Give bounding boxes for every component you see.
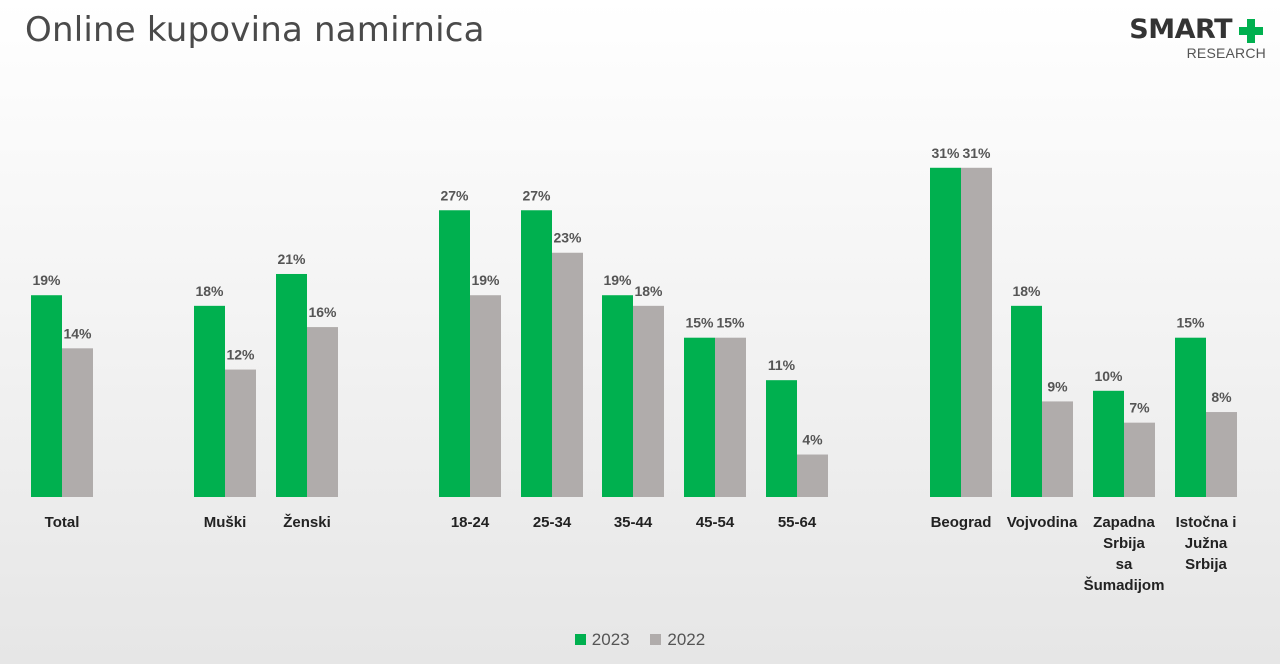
- bar-2022-3: [470, 295, 501, 497]
- bar-2023-3: [439, 210, 470, 497]
- bar-2022-1: [225, 369, 256, 497]
- data-label-2022-9: 9%: [1047, 378, 1068, 394]
- data-label-2023-8: 31%: [931, 145, 960, 161]
- bar-2022-2: [307, 327, 338, 497]
- category-label-10-3: Šumadijom: [1084, 576, 1165, 594]
- category-label-9-0: Vojvodina: [1007, 514, 1078, 531]
- data-label-2022-1: 12%: [226, 347, 255, 363]
- bar-2023-7: [766, 380, 797, 497]
- data-label-2023-11: 15%: [1176, 315, 1205, 331]
- legend-label-2022: 2022: [667, 630, 706, 649]
- data-label-2023-9: 18%: [1012, 283, 1041, 299]
- bar-2022-6: [715, 337, 746, 497]
- bar-2023-6: [684, 337, 715, 497]
- category-label-8-0: Beograd: [931, 514, 992, 531]
- bar-2023-8: [930, 167, 961, 497]
- category-label-10-0: Zapadna: [1093, 514, 1155, 531]
- plus-icon: [1239, 19, 1263, 43]
- bar-2022-10: [1124, 422, 1155, 497]
- legend-swatch-2022: [650, 634, 662, 645]
- data-label-2022-10: 7%: [1129, 400, 1150, 416]
- data-label-2023-5: 19%: [603, 272, 632, 288]
- category-label-10-1: Srbija: [1103, 535, 1145, 552]
- category-label-0-0: Total: [45, 514, 80, 531]
- data-label-2022-8: 31%: [962, 145, 991, 161]
- bar-2022-8: [961, 167, 992, 497]
- bar-2023-5: [602, 295, 633, 497]
- bar-2023-1: [194, 305, 225, 497]
- chart-legend: 2023 2022: [0, 630, 1280, 650]
- data-label-2023-10: 10%: [1094, 368, 1123, 384]
- category-label-11-0: Istočna i: [1176, 514, 1237, 531]
- category-label-2-0: Ženski: [283, 513, 331, 531]
- bar-2022-5: [633, 305, 664, 497]
- bar-2023-11: [1175, 337, 1206, 497]
- smart-research-logo: SMART RESEARCH: [1126, 14, 1266, 64]
- data-label-2023-1: 18%: [195, 283, 224, 299]
- data-label-2023-6: 15%: [685, 315, 714, 331]
- bar-2022-4: [552, 252, 583, 497]
- bar-2023-0: [31, 295, 62, 497]
- logo-subtitle: RESEARCH: [1186, 45, 1266, 61]
- data-label-2022-0: 14%: [63, 325, 92, 341]
- category-label-5-0: 35-44: [614, 514, 653, 531]
- data-label-2022-2: 16%: [308, 304, 337, 320]
- legend-item-2023: 2023: [574, 630, 630, 650]
- bar-2023-2: [276, 273, 307, 497]
- category-label-4-0: 25-34: [533, 514, 572, 531]
- bar-2022-7: [797, 454, 828, 497]
- legend-item-2022: 2022: [650, 630, 705, 650]
- bar-2023-4: [521, 210, 552, 497]
- data-label-2022-4: 23%: [553, 230, 582, 246]
- data-label-2022-5: 18%: [634, 283, 663, 299]
- category-label-6-0: 45-54: [696, 514, 735, 531]
- category-label-11-1: Južna: [1185, 535, 1228, 552]
- data-label-2023-2: 21%: [277, 251, 306, 267]
- page-title: Online kupovina namirnica: [25, 10, 485, 50]
- category-label-10-2: sa: [1116, 556, 1133, 573]
- data-label-2022-3: 19%: [471, 272, 500, 288]
- data-label-2023-7: 11%: [768, 357, 796, 373]
- bar-2023-9: [1011, 305, 1042, 497]
- logo-wordmark: SMART: [1129, 14, 1232, 45]
- bar-2022-11: [1206, 412, 1237, 497]
- bar-2023-10: [1093, 390, 1124, 497]
- bar-2022-9: [1042, 401, 1073, 497]
- data-label-2023-4: 27%: [522, 187, 551, 203]
- category-label-3-0: 18-24: [451, 514, 490, 531]
- data-label-2022-6: 15%: [716, 315, 745, 331]
- data-label-2022-7: 4%: [802, 432, 823, 448]
- data-label-2022-11: 8%: [1211, 389, 1232, 405]
- category-label-11-2: Srbija: [1185, 556, 1227, 573]
- data-label-2023-0: 19%: [32, 272, 61, 288]
- category-label-7-0: 55-64: [778, 514, 817, 531]
- legend-label-2023: 2023: [591, 630, 630, 649]
- data-label-2023-3: 27%: [440, 187, 469, 203]
- category-label-1-0: Muški: [204, 514, 247, 531]
- legend-swatch-2023: [574, 634, 586, 645]
- bar-2022-0: [62, 348, 93, 497]
